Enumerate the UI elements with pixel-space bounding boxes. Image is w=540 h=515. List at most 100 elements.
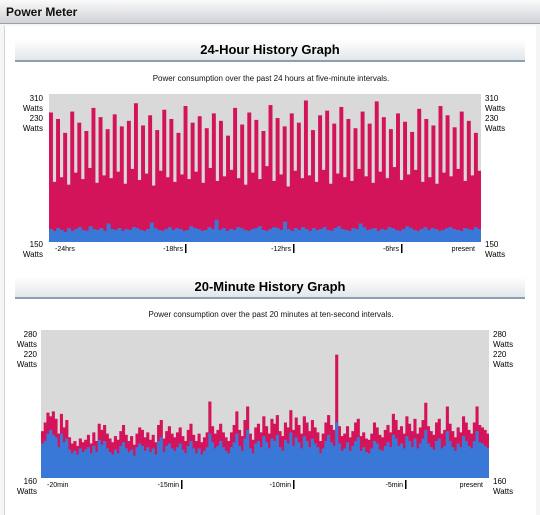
base-bar bbox=[445, 431, 449, 478]
base-bar bbox=[291, 445, 296, 478]
base-bar bbox=[59, 433, 63, 478]
base-bar bbox=[441, 229, 446, 242]
base-bar bbox=[326, 229, 331, 242]
base-bar bbox=[381, 450, 385, 478]
graph-2-plot: -20min -15min -10min -5min present bbox=[41, 330, 489, 490]
base-bar bbox=[475, 431, 479, 478]
base-bar bbox=[383, 229, 388, 242]
base-bar bbox=[178, 229, 183, 242]
base-bar bbox=[459, 447, 463, 478]
peak-bar bbox=[52, 181, 57, 243]
x-tick-mark bbox=[405, 480, 407, 489]
base-bar bbox=[84, 449, 88, 478]
graph-1-y-bottom-right: 150 Watts bbox=[485, 240, 506, 259]
base-bar bbox=[186, 445, 190, 478]
base-bar bbox=[327, 434, 331, 478]
base-bar bbox=[335, 422, 339, 478]
base-bar bbox=[279, 229, 284, 242]
peak-bar bbox=[95, 182, 99, 242]
base-bar bbox=[108, 452, 112, 478]
peak-bar bbox=[204, 128, 209, 242]
base-bar bbox=[387, 227, 392, 242]
base-bar bbox=[113, 229, 118, 242]
base-bar bbox=[473, 227, 478, 242]
base-bar bbox=[43, 441, 47, 478]
base-bar bbox=[364, 452, 368, 478]
peak-bar bbox=[261, 131, 266, 242]
base-bar bbox=[443, 445, 447, 478]
base-bar bbox=[113, 449, 117, 478]
peak-bar bbox=[456, 168, 461, 242]
peak-bar bbox=[321, 169, 326, 242]
peak-bar bbox=[130, 168, 135, 242]
base-bar bbox=[337, 226, 341, 242]
base-bar bbox=[373, 228, 377, 243]
base-bar bbox=[229, 447, 234, 478]
base-bar bbox=[410, 447, 414, 478]
base-bar bbox=[324, 441, 328, 478]
base-bar bbox=[207, 227, 212, 242]
base-bar bbox=[451, 447, 455, 478]
base-bar bbox=[193, 228, 197, 243]
peak-bar bbox=[349, 180, 354, 242]
base-bar bbox=[437, 438, 441, 478]
base-bar bbox=[173, 450, 177, 478]
peak-bar bbox=[470, 175, 475, 242]
base-bar bbox=[213, 448, 217, 478]
base-bar bbox=[362, 227, 367, 242]
peak-bar bbox=[226, 135, 230, 243]
base-bar bbox=[359, 450, 363, 478]
base-bar bbox=[300, 448, 304, 478]
base-bar bbox=[178, 443, 182, 478]
base-bar bbox=[221, 447, 225, 478]
base-bar bbox=[348, 450, 352, 478]
peak-bar bbox=[399, 180, 404, 242]
x-tick-label: -18hrs bbox=[163, 246, 183, 253]
base-bar bbox=[57, 447, 61, 478]
peak-bar bbox=[449, 176, 454, 242]
base-bar bbox=[128, 229, 133, 242]
base-bar bbox=[318, 453, 323, 478]
base-bar bbox=[440, 448, 444, 478]
base-bar bbox=[140, 445, 144, 478]
base-bar bbox=[470, 229, 475, 242]
base-bar bbox=[378, 449, 382, 478]
base-bar bbox=[77, 227, 82, 242]
base-bar bbox=[175, 447, 180, 478]
base-bar bbox=[81, 452, 85, 478]
peak-bar bbox=[296, 122, 301, 242]
base-bar bbox=[92, 445, 96, 478]
peak-bar bbox=[275, 118, 280, 242]
base-bar bbox=[218, 229, 223, 242]
peak-bar bbox=[56, 118, 61, 242]
peak-bar bbox=[434, 183, 439, 242]
base-bar bbox=[278, 447, 282, 478]
base-bar bbox=[229, 229, 233, 242]
base-bar bbox=[219, 441, 223, 478]
base-bar bbox=[272, 227, 277, 242]
base-bar bbox=[434, 229, 439, 242]
base-bar bbox=[106, 223, 111, 242]
peak-bar bbox=[63, 132, 68, 242]
base-bar bbox=[59, 229, 64, 242]
peak-bar bbox=[265, 166, 269, 242]
base-bar bbox=[345, 442, 350, 478]
peak-bar bbox=[473, 132, 478, 242]
base-bar bbox=[391, 228, 395, 243]
peak-bar bbox=[187, 179, 192, 242]
base-bar bbox=[321, 448, 325, 478]
base-bar bbox=[418, 443, 422, 478]
base-bar bbox=[389, 447, 393, 478]
peak-bar bbox=[289, 113, 294, 242]
x-tick-mark bbox=[181, 480, 183, 489]
graph-2-svg: -20min -15min -10min -5min present bbox=[41, 330, 489, 490]
base-bar bbox=[464, 441, 468, 478]
base-bar bbox=[259, 447, 263, 478]
peak-bar bbox=[268, 105, 273, 242]
base-bar bbox=[78, 448, 82, 478]
base-bar bbox=[132, 455, 136, 478]
base-bar bbox=[65, 438, 69, 478]
base-bar bbox=[257, 226, 262, 242]
base-bar bbox=[54, 437, 58, 478]
peak-bar bbox=[77, 122, 82, 242]
